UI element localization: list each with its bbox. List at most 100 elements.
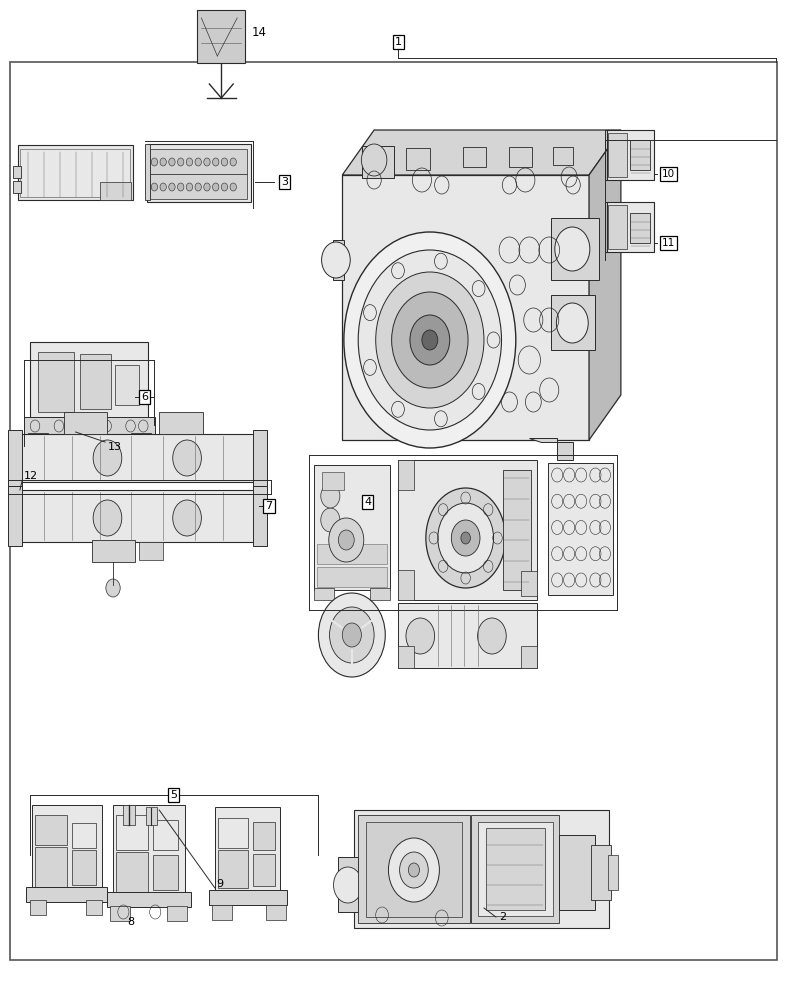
Circle shape: [173, 440, 201, 476]
Circle shape: [330, 607, 374, 663]
Bar: [398, 460, 414, 490]
Bar: [30, 342, 148, 420]
Bar: [607, 130, 654, 180]
Polygon shape: [589, 130, 621, 440]
Text: 10: 10: [662, 169, 675, 179]
Circle shape: [376, 272, 484, 408]
Bar: [64, 412, 107, 434]
Bar: [608, 205, 627, 249]
Bar: [218, 818, 248, 848]
Bar: [8, 486, 22, 546]
Circle shape: [329, 518, 364, 562]
Circle shape: [213, 158, 219, 166]
Circle shape: [221, 158, 228, 166]
Circle shape: [160, 183, 166, 191]
Bar: [317, 544, 387, 564]
Circle shape: [204, 183, 210, 191]
Bar: [218, 850, 248, 888]
Circle shape: [186, 183, 193, 191]
Bar: [146, 807, 157, 825]
Bar: [212, 905, 232, 920]
Bar: [398, 646, 414, 668]
Circle shape: [478, 618, 506, 654]
Circle shape: [338, 530, 354, 550]
Bar: [150, 149, 247, 174]
Bar: [72, 850, 96, 885]
Bar: [559, 835, 595, 910]
Bar: [32, 805, 102, 890]
Bar: [608, 855, 618, 890]
Bar: [13, 181, 21, 193]
Bar: [110, 906, 130, 921]
Circle shape: [438, 503, 494, 573]
Bar: [20, 490, 255, 542]
Bar: [18, 145, 133, 200]
Bar: [24, 417, 155, 435]
Circle shape: [93, 440, 122, 476]
Bar: [10, 62, 777, 960]
Bar: [608, 133, 627, 177]
Bar: [35, 847, 67, 887]
Bar: [115, 365, 139, 405]
Bar: [20, 434, 255, 482]
Bar: [521, 646, 537, 668]
Text: 2: 2: [499, 912, 506, 922]
Circle shape: [555, 227, 590, 271]
Circle shape: [342, 623, 361, 647]
Circle shape: [204, 158, 210, 166]
Bar: [253, 822, 275, 850]
Bar: [209, 890, 287, 905]
Circle shape: [178, 158, 184, 166]
Text: 7: 7: [266, 501, 272, 511]
Bar: [317, 567, 387, 587]
Bar: [362, 146, 394, 178]
Bar: [607, 202, 654, 252]
Bar: [630, 140, 650, 170]
Bar: [478, 822, 553, 916]
Bar: [20, 149, 130, 197]
Bar: [28, 433, 48, 446]
Bar: [253, 486, 267, 546]
Circle shape: [186, 158, 193, 166]
Circle shape: [392, 292, 468, 388]
Bar: [72, 823, 96, 848]
Bar: [153, 855, 178, 890]
Circle shape: [195, 183, 201, 191]
Bar: [38, 352, 74, 412]
Text: 4: 4: [365, 497, 371, 507]
Bar: [107, 892, 191, 907]
Circle shape: [556, 303, 588, 343]
Bar: [398, 603, 537, 668]
Bar: [131, 433, 151, 446]
Bar: [167, 906, 187, 921]
Bar: [86, 900, 102, 915]
Circle shape: [160, 158, 166, 166]
Bar: [521, 571, 537, 596]
Circle shape: [169, 183, 175, 191]
Circle shape: [358, 250, 501, 430]
Bar: [150, 174, 247, 199]
Bar: [370, 588, 390, 600]
Bar: [591, 845, 611, 900]
Circle shape: [195, 158, 201, 166]
Circle shape: [422, 330, 438, 350]
Polygon shape: [529, 438, 573, 460]
Text: 1: 1: [395, 37, 401, 47]
Bar: [139, 542, 163, 560]
Bar: [253, 430, 267, 486]
Bar: [159, 412, 203, 434]
Circle shape: [230, 158, 236, 166]
Circle shape: [461, 532, 470, 544]
Bar: [26, 887, 107, 902]
Text: 8: 8: [127, 917, 135, 927]
Circle shape: [410, 315, 450, 365]
Circle shape: [334, 867, 362, 903]
Bar: [553, 147, 573, 165]
Text: 13: 13: [107, 442, 122, 452]
Circle shape: [451, 520, 480, 556]
Circle shape: [361, 144, 387, 176]
Circle shape: [321, 508, 340, 532]
Circle shape: [400, 852, 428, 888]
Bar: [509, 147, 532, 167]
Bar: [471, 815, 559, 923]
